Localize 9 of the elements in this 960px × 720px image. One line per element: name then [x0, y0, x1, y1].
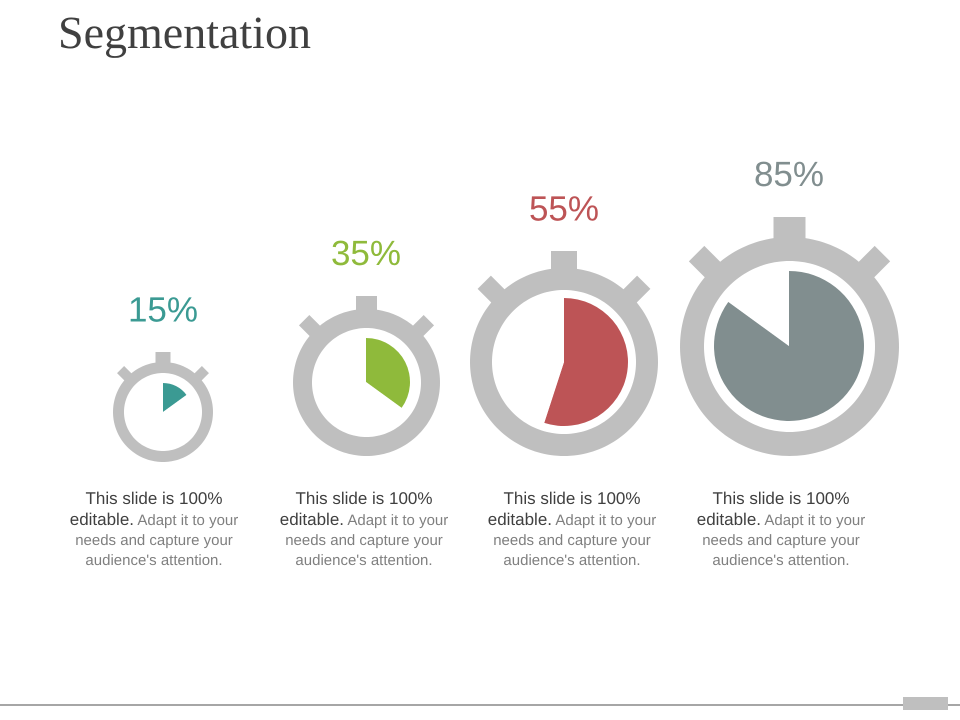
data-label: 85%	[754, 155, 824, 194]
data-label: 35%	[330, 234, 402, 274]
text: This slide is 100% editable. Adapt it to your needs and capture your audience's attention.	[280, 489, 448, 569]
text: This slide is 100% editable. Adapt it to your needs and capture your audience's attention.	[696, 489, 866, 569]
data-label: 15%	[128, 290, 198, 330]
chart-title: Segmentation	[58, 7, 311, 58]
text: This slide is 100% editable. Adapt it to your needs and capture your audience's attention.	[70, 489, 238, 569]
data-label: 55%	[528, 190, 600, 229]
text: This slide is 100% editable. Adapt it to your needs and capture your audience's attention.	[488, 489, 656, 569]
